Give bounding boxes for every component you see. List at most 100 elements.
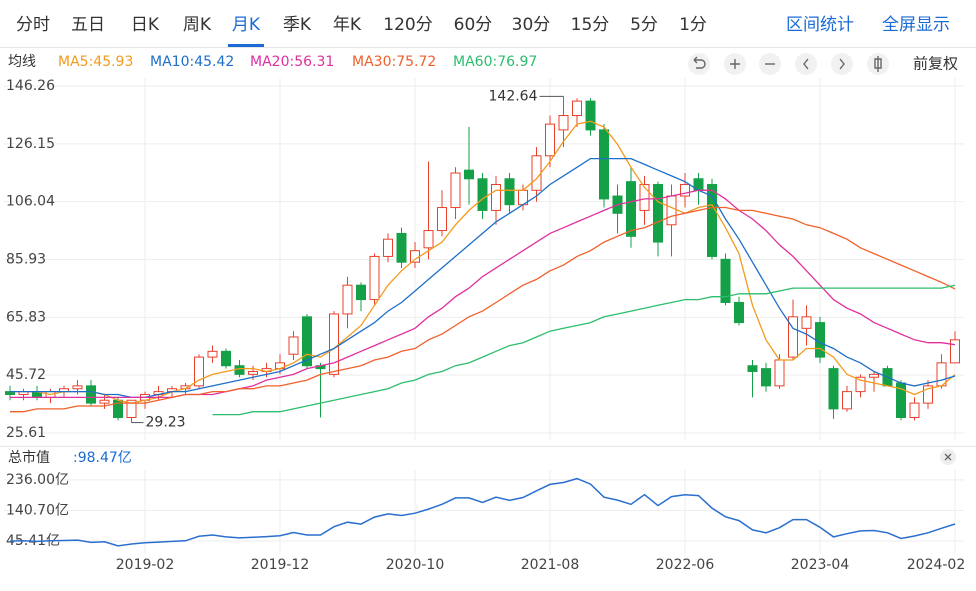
- candle-body: [572, 100, 582, 117]
- candle-body: [356, 284, 366, 301]
- next-icon: [839, 58, 845, 70]
- candle-body: [221, 350, 231, 367]
- candle-body: [855, 376, 866, 393]
- candle-body: [923, 385, 933, 404]
- tab[interactable]: 季K: [283, 15, 312, 35]
- y-tick-label: 65.83: [6, 309, 46, 325]
- y-tick-label: 236.00亿: [6, 472, 69, 488]
- ma-line: [10, 120, 956, 404]
- candle-body: [680, 184, 690, 197]
- close-icon: [944, 453, 952, 461]
- candle-body: [194, 356, 204, 387]
- tab[interactable]: 5分: [630, 15, 658, 35]
- candle-body: [626, 181, 636, 237]
- candle-body: [936, 362, 947, 387]
- candle-body: [869, 373, 879, 378]
- candle-body: [72, 385, 83, 390]
- candle-body: [801, 316, 812, 329]
- tab[interactable]: 30分: [512, 15, 551, 35]
- tab[interactable]: 120分: [383, 15, 432, 35]
- y-tick-label: 106.04: [6, 194, 55, 210]
- ma-line: [10, 157, 956, 399]
- candle-body: [774, 359, 785, 387]
- candle-body: [477, 178, 488, 211]
- candle-body: [126, 399, 137, 418]
- candle-body: [464, 169, 474, 180]
- panel-value: :98.47亿: [73, 450, 132, 466]
- toolbar-buttons: [688, 53, 889, 75]
- y-tick-label: 45.72: [6, 367, 46, 383]
- ma-line: [10, 189, 956, 399]
- y-tick-label: 140.70亿: [6, 502, 69, 518]
- candle-body: [707, 184, 717, 257]
- tab[interactable]: 五日: [71, 15, 105, 35]
- x-tick-label: 2022-06: [656, 557, 715, 573]
- candle-body: [558, 115, 569, 131]
- candle-body: [86, 385, 96, 404]
- candle-body: [545, 123, 555, 157]
- candle-body: [842, 391, 852, 410]
- x-tick-label: 2021-08: [521, 557, 580, 573]
- candle-body: [491, 184, 501, 211]
- candle-body: [531, 155, 542, 191]
- legend-entry: MA5:45.93: [58, 54, 133, 70]
- candle-body: [450, 172, 461, 209]
- candle-body: [761, 368, 771, 387]
- x-tick-label: 2020-10: [386, 557, 445, 573]
- prev-button[interactable]: [795, 53, 817, 75]
- candle-body: [288, 336, 299, 355]
- candle-body: [99, 399, 110, 404]
- high-label: 142.64: [489, 88, 538, 104]
- candle-body: [302, 316, 312, 367]
- panel-title: 总市值: [8, 449, 50, 466]
- tab[interactable]: 日K: [131, 15, 160, 35]
- candle-body: [234, 365, 245, 375]
- tab[interactable]: 1分: [679, 15, 707, 35]
- ma-line: [10, 206, 956, 413]
- tab[interactable]: 分时: [16, 15, 50, 35]
- candle-body: [653, 184, 663, 243]
- tab[interactable]: 60分: [454, 15, 493, 35]
- candle-body: [828, 368, 839, 410]
- candle-style-icon: [874, 56, 882, 72]
- candle-body: [342, 284, 353, 315]
- ma-line: [212, 284, 956, 416]
- link[interactable]: 全屏显示: [882, 15, 950, 35]
- tab[interactable]: 15分: [571, 15, 610, 35]
- legend-entry: MA20:56.31: [250, 54, 334, 70]
- candle-body: [383, 238, 393, 257]
- candle-body: [666, 195, 677, 226]
- tab[interactable]: 周K: [183, 15, 212, 35]
- candle-body: [585, 100, 596, 131]
- low-label: 29.23: [146, 415, 186, 431]
- candle-body: [437, 207, 447, 232]
- tab-underline: [228, 44, 264, 47]
- candle-body: [720, 258, 731, 303]
- next-button[interactable]: [831, 53, 853, 75]
- candle-body: [815, 322, 825, 358]
- adjust-toggle[interactable]: 前复权: [913, 55, 958, 73]
- candle-body: [410, 250, 420, 263]
- candle-body: [747, 365, 758, 372]
- candle-body: [248, 370, 258, 375]
- y-tick-label: 146.26: [6, 78, 55, 94]
- candle-body: [329, 313, 339, 375]
- legend-entry: MA10:45.42: [150, 54, 234, 70]
- tab[interactable]: 月K: [232, 15, 261, 35]
- candle-body: [396, 232, 407, 263]
- reset-icon: [693, 56, 706, 69]
- candle-body: [639, 184, 650, 211]
- x-tick-label: 2023-04: [791, 557, 850, 573]
- link[interactable]: 区间统计: [786, 15, 854, 35]
- candle-body: [369, 255, 380, 301]
- prev-icon: [803, 58, 809, 70]
- legend-entry: MA30:75.72: [352, 54, 436, 70]
- candle-body: [788, 316, 798, 358]
- candle-body: [207, 350, 218, 358]
- candle-body: [599, 129, 609, 200]
- tab[interactable]: 年K: [333, 15, 362, 35]
- reset-button[interactable]: [688, 53, 710, 75]
- x-tick-label: 2019-12: [251, 557, 310, 573]
